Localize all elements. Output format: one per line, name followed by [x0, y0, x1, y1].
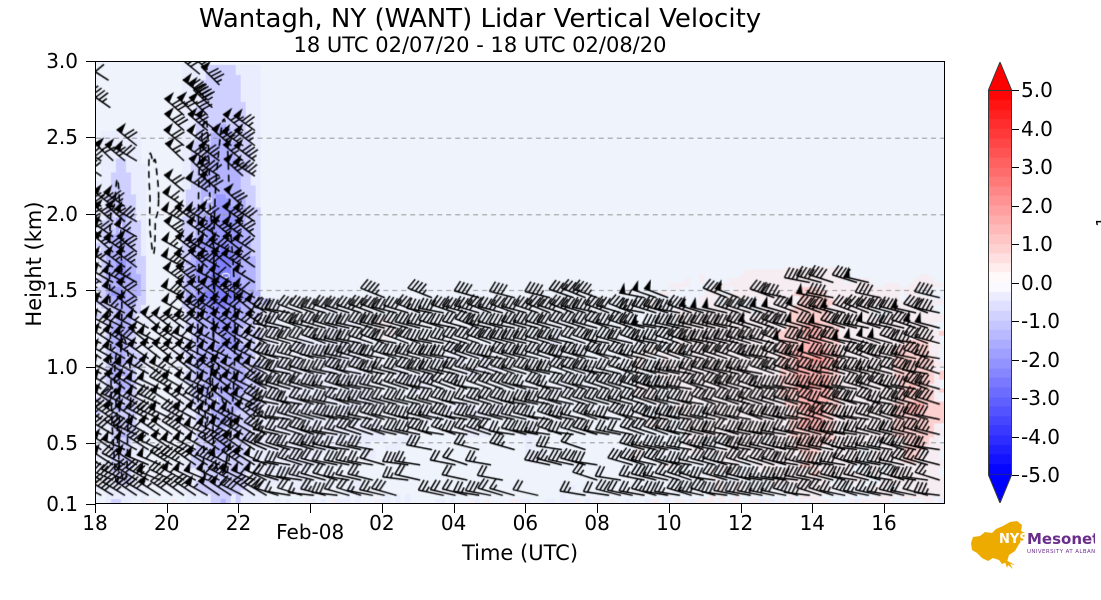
colorbar-tick-mark — [1012, 205, 1019, 207]
x-tick-label: 08 — [584, 511, 610, 535]
ny-long-island-tail — [1004, 559, 1015, 569]
y-axis-title: Height (km) — [22, 201, 46, 327]
x-tick-label: 20 — [153, 511, 180, 535]
colorbar-title-exponent: -1 — [1092, 216, 1101, 233]
y-tick-mark — [86, 366, 95, 368]
colorbar-tick-mark — [1012, 475, 1019, 476]
colorbar-tick-mark — [1012, 359, 1019, 361]
colorbar-tick-mark — [1012, 90, 1019, 91]
colorbar-tick-label: -5.0 — [1021, 463, 1061, 487]
x-tick-mark — [597, 504, 599, 513]
chart-title: Wantagh, NY (WANT) Lidar Vertical Veloci… — [198, 4, 762, 34]
colorbar-tick-mark — [1012, 128, 1019, 130]
y-tick-label: 0.1 — [46, 492, 78, 516]
colorbar-tick-label: -4.0 — [1021, 424, 1061, 449]
x-tick-mark — [884, 504, 886, 513]
logo-name-text: Mesonet — [1027, 530, 1095, 548]
colorbar-title: m s-1 — [1092, 180, 1101, 310]
colorbar-tick-mark — [1012, 398, 1019, 399]
y-tick-mark — [86, 137, 95, 139]
x-tick-label: 14 — [799, 511, 826, 535]
x-tick-mark — [381, 504, 383, 513]
x-tick-mark — [740, 504, 742, 513]
colorbar-tick-mark — [1012, 436, 1019, 438]
x-tick-label: 18 — [82, 511, 108, 535]
lidar-velocity-field — [96, 62, 944, 503]
logo-brand-text: NYS — [999, 532, 1029, 547]
x-tick-mark — [453, 504, 455, 513]
colorbar-tick-label: 2.0 — [1021, 193, 1053, 218]
plot-area — [95, 61, 945, 504]
x-tick-label: 06 — [512, 511, 539, 535]
x-tick-label: 02 — [369, 511, 395, 535]
y-tick-label: 1.0 — [46, 354, 78, 379]
y-tick-mark — [86, 442, 95, 444]
colorbar-min-extend-arrow-icon — [988, 474, 1012, 503]
colorbar-tick-mark — [1012, 282, 1019, 284]
colorbar-tick-label: -3.0 — [1021, 386, 1061, 410]
x-tick-mark — [310, 504, 312, 513]
x-tick-mark — [525, 504, 527, 513]
x-tick-label: 12 — [727, 511, 754, 535]
x-tick-label: 04 — [440, 511, 467, 535]
x-tick-mark — [95, 504, 96, 513]
y-tick-label: 2.0 — [46, 201, 78, 226]
colorbar-max-extend-arrow-icon — [988, 62, 1012, 91]
x-tick-mark — [668, 504, 670, 513]
y-tick-label: 1.5 — [46, 278, 78, 303]
colorbar: 5.0 4.0 3.0 2.0 1.0 0.0 -1.0 -2.0 -3.0 -4.0 -5.0 — [988, 62, 1060, 503]
colorbar-tick-label: -1.0 — [1021, 309, 1061, 333]
x-tick-label: Feb-08 — [276, 520, 345, 544]
y-tick-mark — [86, 61, 95, 62]
colorbar-tick-label: 0.0 — [1021, 270, 1053, 295]
y-tick-mark — [86, 213, 95, 215]
logo-subtitle-text: UNIVERSITY AT ALBANY — [1027, 549, 1095, 555]
colorbar-tick-label: 1.0 — [1021, 232, 1053, 256]
x-axis-title: Time (UTC) — [461, 541, 579, 565]
x-tick-label: 10 — [656, 511, 682, 535]
colorbar-tick-label: 5.0 — [1021, 78, 1053, 102]
colorbar-tick-label: -2.0 — [1021, 347, 1061, 372]
y-tick-mark — [86, 504, 95, 505]
colorbar-tick-mark — [1012, 244, 1019, 245]
y-tick-label: 3.0 — [46, 49, 78, 73]
colorbar-tick-label: 4.0 — [1021, 116, 1053, 141]
y-tick-label: 0.5 — [46, 430, 78, 455]
y-tick-label: 2.5 — [46, 125, 78, 150]
colorbar-gradient — [988, 90, 1012, 475]
x-tick-mark — [238, 504, 240, 513]
x-tick-mark — [812, 504, 814, 513]
ny-state-outline — [971, 521, 1025, 564]
x-tick-label: 22 — [225, 511, 252, 535]
colorbar-tick-mark — [1012, 321, 1019, 322]
x-tick-label: 16 — [871, 511, 897, 535]
nys-mesonet-logo: NYS Mesonet UNIVERSITY AT ALBANY — [971, 521, 1095, 569]
colorbar-title-units: m s — [1097, 233, 1101, 273]
new-york-state-shape-icon — [971, 521, 1025, 569]
y-tick-mark — [86, 290, 95, 292]
colorbar-tick-label: 3.0 — [1021, 155, 1053, 179]
colorbar-tick-mark — [1012, 167, 1019, 168]
x-tick-mark — [166, 504, 168, 513]
chart-subtitle: 18 UTC 02/07/20 - 18 UTC 02/08/20 — [293, 33, 667, 57]
